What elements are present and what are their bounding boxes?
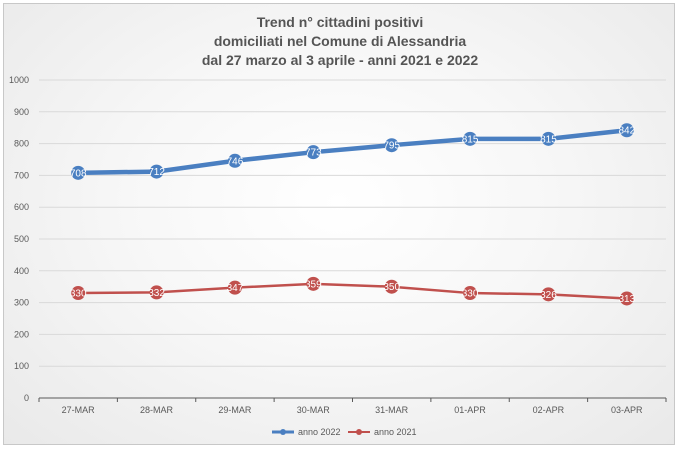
data-label: 773: [305, 148, 322, 159]
series-anno-2021: 330 332 347 359 350 330 326 313: [70, 276, 636, 306]
data-point: [384, 138, 399, 153]
data-label: 795: [383, 141, 400, 152]
x-tick-label: 29-MAR: [218, 405, 252, 415]
x-tick-label: 01-APR: [454, 405, 486, 415]
y-tick-label: 600: [14, 202, 29, 212]
data-point: [541, 287, 556, 302]
data-label: 746: [227, 156, 244, 167]
data-label: 326: [540, 290, 557, 301]
x-tick-label: 30-MAR: [297, 405, 331, 415]
x-tick-label: 27-MAR: [62, 405, 96, 415]
y-tick-label: 800: [14, 139, 29, 149]
data-point: [463, 286, 478, 301]
x-tick-label: 28-MAR: [140, 405, 174, 415]
x-axis: 27-MAR 28-MAR 29-MAR 30-MAR 31-MAR 01-APR 02-A…: [38, 397, 667, 415]
x-tick-label: 02-APR: [533, 405, 565, 415]
data-point: [541, 131, 556, 146]
data-point: [71, 165, 86, 180]
series-anno-2022: 708 712 746 773 795 815 815 842: [70, 123, 636, 180]
y-tick-label: 1000: [9, 75, 29, 85]
data-point: [227, 153, 242, 168]
legend-swatch-marker: [356, 429, 362, 435]
legend: anno 2022 anno 2021: [272, 427, 417, 437]
y-tick-label: 100: [14, 361, 29, 371]
data-label: 350: [383, 282, 400, 293]
y-tick-label: 500: [14, 234, 29, 244]
data-point: [71, 286, 86, 301]
series-line: [76, 282, 629, 300]
legend-label: anno 2022: [298, 427, 341, 437]
x-tick-label: 03-APR: [611, 405, 643, 415]
y-tick-label: 900: [14, 107, 29, 117]
y-tick-label: 700: [14, 170, 29, 180]
data-label: 330: [70, 289, 87, 300]
data-point: [149, 164, 164, 179]
y-axis: 0 100 200 300 400 500 600 700 800 900 1000: [9, 75, 29, 403]
data-point: [306, 145, 321, 160]
data-label: 842: [618, 126, 635, 137]
data-label: 313: [618, 294, 635, 305]
data-point: [149, 285, 164, 300]
data-label: 330: [462, 289, 479, 300]
chart-title-line-3: dal 27 marzo al 3 aprile - anni 2021 e 2…: [202, 52, 478, 68]
line-chart: Trend n° cittadini positivi domiciliati …: [9, 14, 667, 437]
data-label: 347: [227, 283, 244, 294]
data-point: [306, 276, 321, 291]
y-tick-label: 300: [14, 298, 29, 308]
data-point: [463, 131, 478, 146]
data-point: [384, 279, 399, 294]
data-label: 359: [305, 279, 322, 290]
data-point: [619, 291, 634, 306]
data-label: 815: [462, 134, 479, 145]
gridlines: [39, 79, 666, 367]
y-tick-label: 200: [14, 329, 29, 339]
data-label: 708: [70, 168, 87, 179]
x-tick-label: 31-MAR: [375, 405, 409, 415]
data-label: 332: [148, 288, 165, 299]
data-point: [227, 280, 242, 295]
chart-area: Trend n° cittadini positivi domiciliati …: [3, 3, 675, 445]
chart-title-line-1: Trend n° cittadini positivi: [257, 14, 424, 30]
series-line: [75, 127, 630, 176]
legend-label: anno 2021: [374, 427, 417, 437]
data-label: 712: [148, 167, 165, 178]
legend-item: anno 2022: [272, 427, 341, 437]
legend-item: anno 2021: [348, 427, 417, 437]
y-tick-label: 400: [14, 266, 29, 276]
y-tick-label: 0: [24, 393, 29, 403]
legend-swatch-marker: [280, 429, 286, 435]
data-label: 815: [540, 134, 557, 145]
chart-title: Trend n° cittadini positivi domiciliati …: [202, 14, 478, 68]
chart-title-line-2: domiciliati nel Comune di Alessandria: [214, 33, 467, 49]
data-point: [619, 123, 634, 138]
